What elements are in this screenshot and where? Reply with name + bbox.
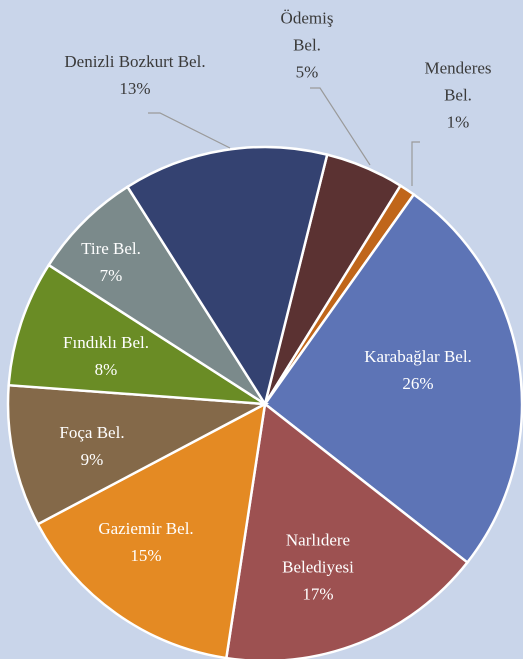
pie-slice <box>125 145 329 408</box>
slice-name: Denizli Bozkurt Bel. <box>64 52 206 71</box>
slice-name: Fındıklı Bel. <box>63 333 149 352</box>
slice-value: 5% <box>295 62 319 82</box>
slice-value: 7% <box>99 266 123 285</box>
slice-label: Tire Bel. 7% <box>66 235 156 289</box>
pie-slice <box>224 401 470 659</box>
slice-name: Karabağlar Bel. <box>364 347 472 366</box>
slice-label: Denizli Bozkurt Bel. 13% <box>56 48 214 102</box>
pie-slice <box>6 383 270 526</box>
slice-label: Fındıklı Bel. 8% <box>36 329 176 383</box>
leader-line <box>310 87 371 166</box>
slice-value: 17% <box>302 584 334 604</box>
slice-value: 13% <box>119 79 151 98</box>
slice-label: Foça Bel. 9% <box>42 419 142 473</box>
slice-label: Narlıdere Belediyesi 17% <box>263 527 373 608</box>
leader-line <box>411 141 420 186</box>
slice-name: Menderes Bel. <box>424 58 492 105</box>
slice-value: 1% <box>446 112 470 132</box>
slice-label: Ödemiş Bel. 5% <box>276 5 338 86</box>
slice-name: Narlıdere Belediyesi <box>282 530 354 577</box>
slice-value: 26% <box>402 374 434 393</box>
slice-name: Gaziemir Bel. <box>98 519 194 538</box>
pie-slice <box>7 263 266 406</box>
pie-slice <box>47 185 267 406</box>
slice-value: 15% <box>130 546 162 565</box>
leader-line <box>148 112 231 149</box>
slice-label: Gaziemir Bel. 15% <box>66 515 226 569</box>
slice-name: Tire Bel. <box>81 239 141 258</box>
pie-slice <box>263 192 523 565</box>
slice-value: 9% <box>80 450 104 469</box>
slice-name: Ödemiş Bel. <box>280 8 334 55</box>
slice-label: Menderes Bel. 1% <box>418 55 498 136</box>
slice-value: 8% <box>94 360 118 379</box>
pie-slice <box>36 401 267 659</box>
slice-label: Karabağlar Bel. 26% <box>333 343 503 397</box>
slice-name: Foça Bel. <box>59 423 125 442</box>
